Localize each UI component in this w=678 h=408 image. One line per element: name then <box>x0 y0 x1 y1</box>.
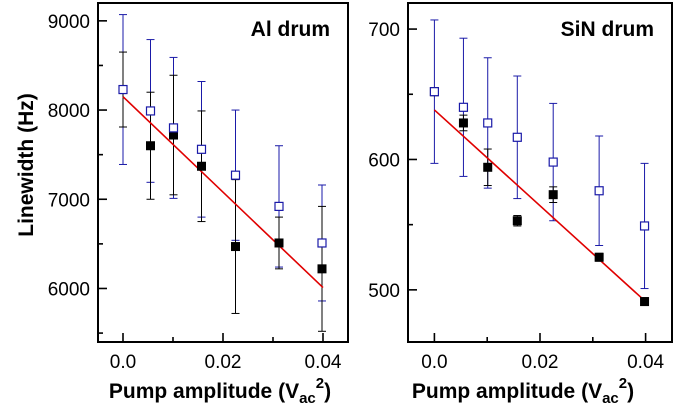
filled-square-point <box>317 264 327 274</box>
fit-line <box>122 96 324 289</box>
filled-square-point <box>640 297 650 307</box>
filled-square-point <box>548 190 558 200</box>
open-square-point <box>230 170 241 180</box>
y-tick-label: 500 <box>368 281 400 302</box>
x-axis-label-right: Pump amplitude (Vac2) <box>412 375 634 407</box>
y-tick-label: 9000 <box>48 12 90 33</box>
open-square-point <box>483 118 493 128</box>
y-tick-label: 6000 <box>48 279 90 300</box>
x-tick-label: 0.02 <box>205 352 242 373</box>
plot-frame <box>407 2 673 343</box>
y-tick-label: 7000 <box>48 190 90 211</box>
open-square-point <box>594 186 604 196</box>
filled-square-point <box>169 130 178 140</box>
filled-square-point <box>231 242 240 252</box>
y-tick-label: 600 <box>368 150 400 171</box>
filled-square-point <box>483 162 493 172</box>
open-square-point <box>458 102 469 112</box>
filled-square-point <box>146 141 155 151</box>
filled-square-point <box>458 118 468 128</box>
open-square-point <box>196 144 207 154</box>
open-square-point <box>512 132 522 142</box>
y-axis-label: Linewidth (Hz) <box>15 93 38 236</box>
y-tick-label: 700 <box>368 20 400 41</box>
open-square-point <box>429 87 439 97</box>
open-square-point <box>118 84 128 95</box>
open-square-point <box>274 201 284 211</box>
open-square-point <box>145 106 156 116</box>
filled-square-point <box>197 161 206 171</box>
x-tick-label: 0.04 <box>627 352 664 373</box>
panel-sin-drum: 500 600 700 0.0 0.02 0.04 SiN drum <box>368 2 673 373</box>
open-square-point <box>639 221 650 231</box>
filled-square-point <box>274 238 284 248</box>
filled-square-point <box>594 252 604 262</box>
open-square-point <box>317 238 327 248</box>
x-tick-label: 0.02 <box>522 352 559 373</box>
open-square-point <box>168 123 179 133</box>
open-square-point <box>548 157 558 167</box>
x-tick-label: 0.04 <box>305 352 342 373</box>
x-tick-label: 0.0 <box>110 352 136 373</box>
x-axis-label-left: Pump amplitude (Vac2) <box>109 375 331 407</box>
panel-title: Al drum <box>251 18 330 41</box>
x-tick-label: 0.0 <box>421 352 447 373</box>
panel-title: SiN drum <box>561 18 654 41</box>
panel-al-drum: 6000 7000 8000 9000 0.0 0.02 0.04 Al drum <box>48 2 349 373</box>
y-tick-label: 8000 <box>48 101 90 122</box>
fit-line <box>433 109 647 303</box>
plot-frame <box>97 2 349 343</box>
filled-square-point <box>512 216 522 226</box>
